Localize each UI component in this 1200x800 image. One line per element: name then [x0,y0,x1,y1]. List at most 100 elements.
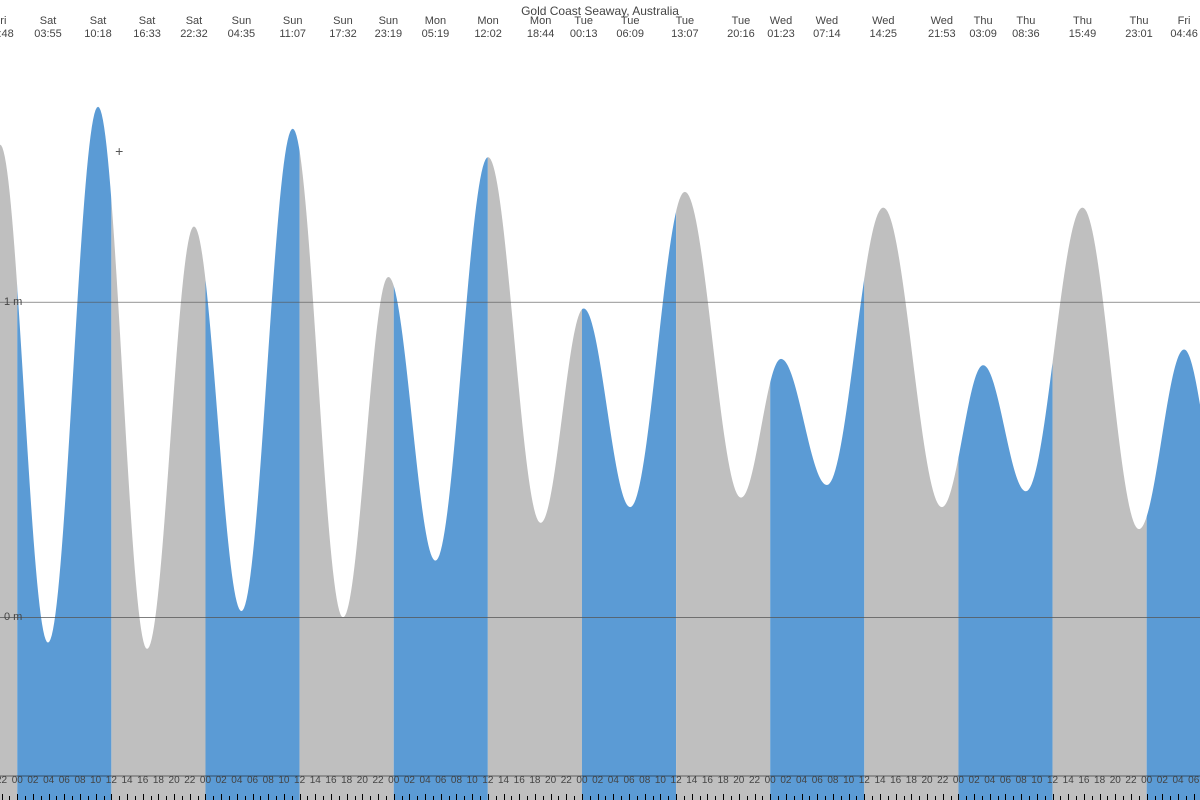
x-tick [268,794,269,800]
x-tick-label: 22 [937,775,948,786]
x-tick [2,794,3,800]
x-tick-label: 06 [435,775,446,786]
x-tick-label: 20 [921,775,932,786]
x-tick-label: 22 [184,775,195,786]
x-tick [707,794,708,800]
x-tick [1162,794,1163,800]
x-tick-label: 10 [843,775,854,786]
x-tick [755,794,756,800]
x-tick [425,794,426,800]
x-tick [519,794,520,800]
x-tick-label: 12 [294,775,305,786]
x-tick-label: 02 [216,775,227,786]
x-tick [692,794,693,800]
x-tick [1178,794,1179,800]
x-tick [1021,794,1022,800]
x-tick-label: 06 [623,775,634,786]
x-tick [456,794,457,800]
x-tick-label: 08 [451,775,462,786]
x-tick-label: 02 [27,775,38,786]
x-tick [1115,794,1116,800]
x-tick [174,794,175,800]
y-tick-label: 0 m [4,611,22,623]
x-tick [64,794,65,800]
x-tick-label: 18 [1094,775,1105,786]
x-tick-label: 04 [984,775,995,786]
x-tick [1037,794,1038,800]
x-tick-label: 12 [482,775,493,786]
x-tick-label: 00 [1141,775,1152,786]
x-tick-label: 02 [592,775,603,786]
x-tick-label: 16 [514,775,525,786]
x-tick [958,794,959,800]
x-tick-label: 14 [874,775,885,786]
x-tick [582,794,583,800]
x-tick-label: 14 [310,775,321,786]
x-tick-label: 18 [341,775,352,786]
x-tick-label: 14 [1063,775,1074,786]
x-tick-label: 08 [1016,775,1027,786]
x-tick-label: 08 [827,775,838,786]
x-tick-label: 22 [372,775,383,786]
y-axis-labels: 0 m1 m [4,0,44,800]
x-tick [300,794,301,800]
x-tick-label: 06 [812,775,823,786]
x-tick [33,794,34,800]
x-tick-label: 18 [153,775,164,786]
x-tick [613,794,614,800]
x-tick-label: 00 [200,775,211,786]
x-tick [1131,794,1132,800]
x-tick-label: 06 [247,775,258,786]
x-tick [990,794,991,800]
x-tick [880,794,881,800]
x-tick-label: 22 [1125,775,1136,786]
x-tick-label: 18 [906,775,917,786]
x-tick [253,794,254,800]
x-tick-label: 10 [467,775,478,786]
x-tick-label: 12 [106,775,117,786]
x-tick [1068,794,1069,800]
x-tick-label: 22 [749,775,760,786]
x-tick-label: 02 [1157,775,1168,786]
x-tick [598,794,599,800]
x-tick-label: 10 [1031,775,1042,786]
x-tick [786,794,787,800]
x-tick-label: 10 [278,775,289,786]
x-tick [237,794,238,800]
x-tick [739,794,740,800]
x-tick [347,794,348,800]
x-tick [802,794,803,800]
x-tick-label: 18 [718,775,729,786]
x-tick [1194,794,1195,800]
x-tick-label: 04 [43,775,54,786]
x-tick-label: 16 [325,775,336,786]
x-tick-label: 12 [859,775,870,786]
x-tick [49,794,50,800]
x-tick-label: 20 [357,775,368,786]
x-tick-label: 16 [890,775,901,786]
x-tick-label: 20 [169,775,180,786]
x-tick [551,794,552,800]
x-tick [158,794,159,800]
x-tick-label: 22 [561,775,572,786]
x-tick-label: 04 [1172,775,1183,786]
x-tick [441,794,442,800]
x-tick-label: 06 [1000,775,1011,786]
x-tick-label: 20 [733,775,744,786]
x-tick [17,794,18,800]
x-tick-label: 20 [1110,775,1121,786]
x-tick [315,794,316,800]
x-tick-label: 02 [780,775,791,786]
x-tick-label: 00 [953,775,964,786]
x-tick [566,794,567,800]
x-tick [535,794,536,800]
x-tick [629,794,630,800]
x-tick [378,794,379,800]
x-tick [770,794,771,800]
x-tick-label: 12 [1047,775,1058,786]
x-tick [676,794,677,800]
x-tick-label: 10 [655,775,666,786]
x-tick-label: 08 [74,775,85,786]
x-tick-label: 16 [137,775,148,786]
x-tick [331,794,332,800]
